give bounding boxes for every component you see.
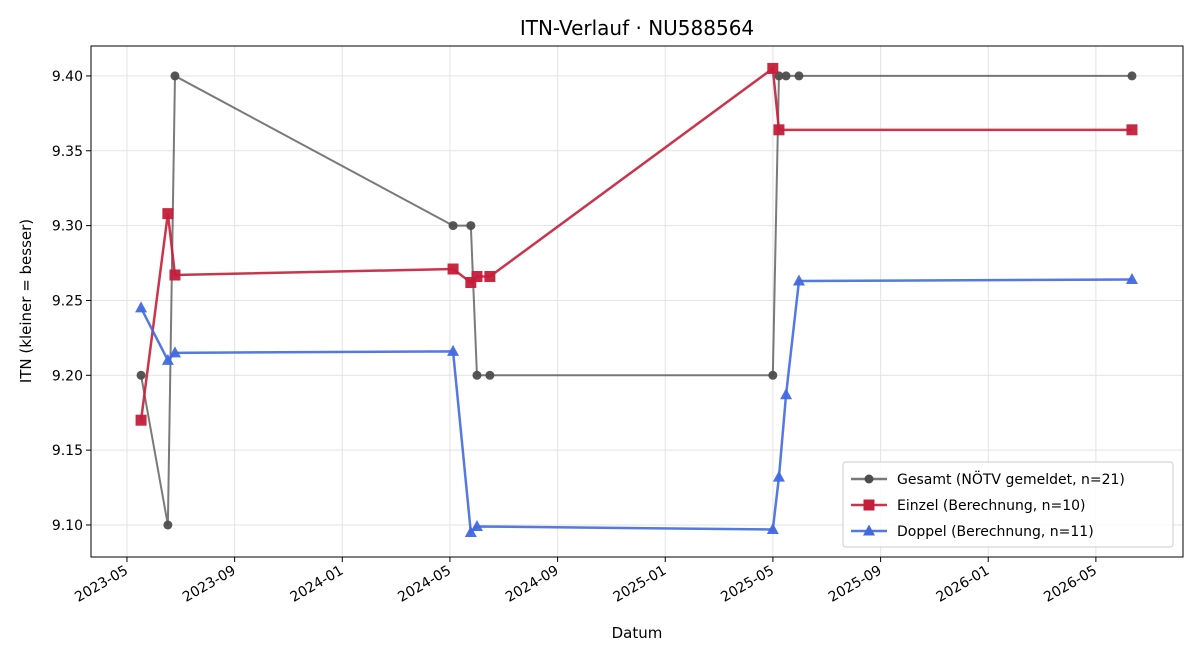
marker (472, 370, 482, 380)
marker (161, 353, 174, 365)
x-tick-label: 2025-09 (826, 563, 885, 606)
series (136, 71, 1137, 530)
marker (863, 499, 875, 511)
marker (767, 62, 779, 74)
marker (135, 301, 148, 313)
marker (136, 370, 146, 380)
marker (484, 271, 496, 283)
y-tick-label: 9.10 (52, 518, 83, 534)
marker (465, 276, 477, 288)
marker (470, 519, 483, 531)
legend-label: Einzel (Berechnung, n=10) (897, 498, 1086, 514)
x-tick-label: 2024-01 (288, 563, 347, 606)
y-tick-label: 9.30 (52, 219, 83, 235)
chart-title: ITN-Verlauf · NU588564 (520, 16, 754, 40)
x-tick-label: 2025-05 (718, 563, 777, 606)
marker (1126, 124, 1138, 136)
legend-box (842, 461, 1174, 548)
series (135, 62, 1138, 426)
marker (448, 221, 458, 231)
y-tick-label: 9.25 (52, 293, 83, 309)
marker (864, 474, 874, 484)
marker (780, 388, 793, 400)
x-tick-label: 2024-09 (503, 563, 562, 606)
x-tick-label: 2026-01 (934, 563, 993, 606)
x-tick-label: 2025-01 (611, 563, 670, 606)
marker (447, 263, 459, 275)
y-tick-label: 9.35 (52, 144, 83, 160)
marker (773, 124, 785, 136)
marker (464, 525, 477, 537)
marker (135, 414, 147, 426)
marker (162, 208, 174, 220)
marker (163, 520, 173, 530)
y-tick-label: 9.40 (52, 69, 83, 85)
marker (447, 344, 460, 356)
series (135, 272, 1138, 537)
marker (1127, 71, 1137, 81)
marker (781, 71, 791, 81)
y-tick-label: 9.15 (52, 443, 83, 459)
marker (169, 269, 181, 281)
x-tick-label: 2023-09 (180, 563, 239, 606)
plot-frame (90, 45, 1184, 558)
marker (466, 221, 476, 231)
y-axis-label: ITN (kleiner = besser) (17, 219, 35, 383)
x-tick-label: 2026-05 (1041, 563, 1100, 606)
legend: Gesamt (NÖTV gemeldet, n=21) Einzel (Bere… (842, 461, 1174, 548)
marker (485, 370, 495, 380)
marker (794, 71, 804, 81)
y-tick-label: 9.20 (52, 368, 83, 384)
marker (766, 522, 779, 534)
marker (768, 370, 778, 380)
x-tick-label: 2023-05 (72, 563, 131, 606)
x-axis-label: Datum (612, 624, 663, 642)
x-tick-label: 2024-05 (395, 563, 454, 606)
marker (168, 346, 181, 358)
marker (471, 271, 483, 283)
legend-label: Gesamt (NÖTV gemeldet, n=21) (897, 470, 1125, 488)
marker (792, 274, 805, 286)
series-line (139, 66, 1132, 421)
marker (1125, 272, 1138, 284)
marker (863, 524, 875, 536)
marker (170, 71, 180, 81)
marker (772, 470, 785, 482)
legend-label: Doppel (Berechnung, n=11) (897, 524, 1094, 540)
